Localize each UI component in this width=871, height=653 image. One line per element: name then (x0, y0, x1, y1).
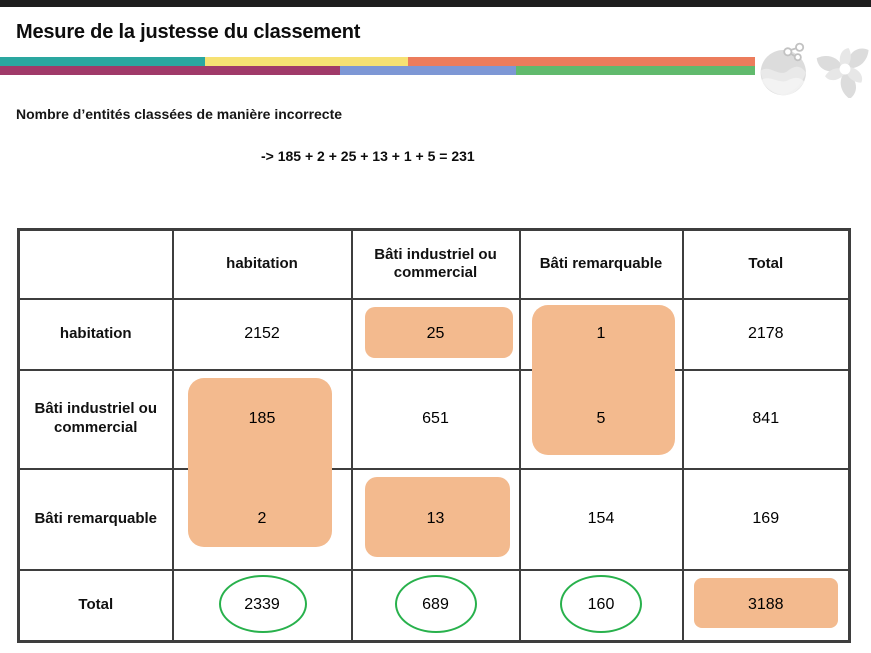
value-cell: 2152 (171, 297, 353, 371)
row-header: Bâti industriel ou commercial (17, 368, 174, 470)
row-header: Bâti remarquable (17, 467, 174, 571)
subtitle: Nombre d’entités classées de manière inc… (16, 106, 343, 122)
row-header: Total (17, 568, 174, 643)
ribbon-segment-maroon (0, 66, 340, 75)
ribbon-segment-coral (408, 57, 755, 66)
page-title: Mesure de la justesse du classement (16, 21, 361, 43)
green-circle-2339 (219, 575, 307, 633)
ribbon-segment-periwinkle (340, 66, 516, 75)
ribbon-row-2 (0, 66, 755, 75)
highlight-cells-185-2 (188, 378, 332, 547)
ribbon-segment-teal (0, 57, 205, 66)
column-header: Bâti remarquable (518, 228, 684, 300)
ribbon-segment-yellow (205, 57, 408, 66)
ribbon-row-1 (0, 57, 755, 66)
table-row: Bâti industriel ou commercial 185 651 5 841 (17, 368, 851, 470)
value-cell: 841 (681, 368, 851, 470)
green-circle-160 (560, 575, 642, 633)
logos (757, 40, 871, 98)
pinwheel-logo (816, 48, 869, 98)
formula-text: -> 185 + 2 + 25 + 13 + 1 + 5 = 231 (261, 148, 475, 164)
value-cell: 2178 (681, 297, 851, 371)
globe-logo (760, 42, 806, 96)
confusion-matrix: habitation Bâti industriel ou commercial B… (17, 228, 851, 643)
green-circle-689 (395, 575, 477, 633)
value-cell: 651 (350, 368, 521, 470)
column-header: habitation (171, 228, 353, 300)
column-header: Bâti industriel ou commercial (350, 228, 521, 300)
value-cell: 169 (681, 467, 851, 571)
highlight-cell-25 (365, 307, 513, 358)
highlight-cell-13 (365, 477, 510, 557)
column-header: Total (681, 228, 851, 300)
highlight-cell-3188 (694, 578, 838, 628)
top-bar (0, 0, 871, 7)
ribbon-segment-green (516, 66, 755, 75)
value-cell: 154 (518, 467, 684, 571)
highlight-cells-1-5 (532, 305, 675, 455)
row-header: habitation (17, 297, 174, 371)
corner-cell (17, 228, 174, 300)
decorative-ribbon (0, 57, 755, 75)
